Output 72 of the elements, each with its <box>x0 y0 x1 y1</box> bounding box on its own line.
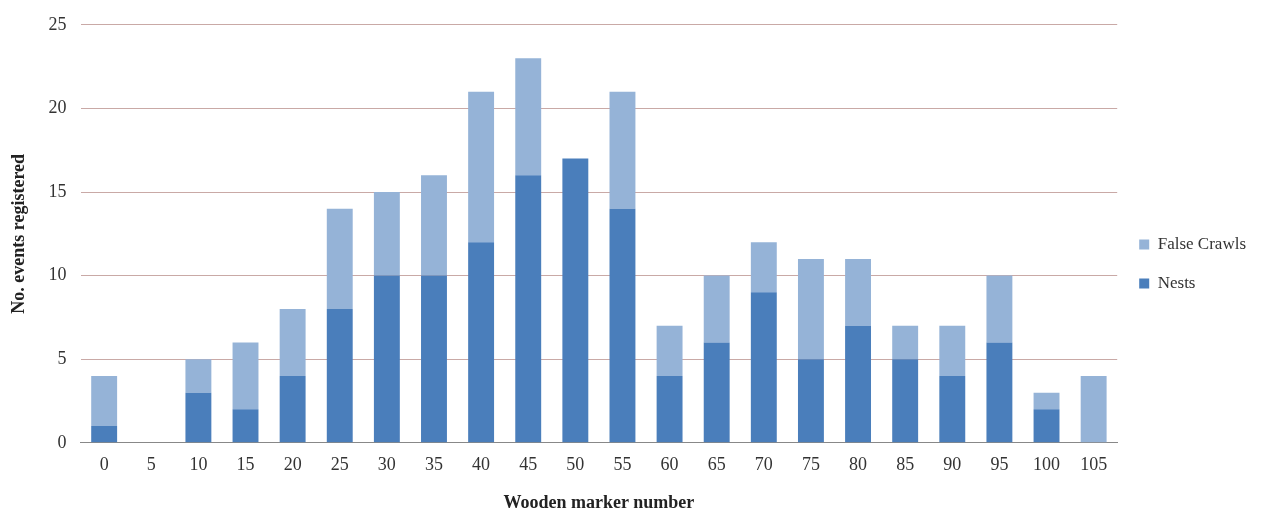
x-tick-label: 65 <box>707 454 726 475</box>
bar <box>892 325 919 360</box>
bar <box>91 375 118 427</box>
bar <box>845 325 872 443</box>
bar <box>279 309 306 376</box>
bar <box>326 208 353 310</box>
bar <box>373 192 400 276</box>
x-tick-label: 60 <box>660 454 679 475</box>
bar <box>1033 392 1060 410</box>
x-tick-label: 80 <box>849 454 868 475</box>
bar <box>750 242 777 293</box>
bar <box>939 375 966 443</box>
bar <box>185 392 212 443</box>
x-tick-label: 55 <box>613 454 632 475</box>
y-axis-title: No. events registered <box>8 153 29 314</box>
bar <box>609 91 636 209</box>
y-tick-label: 20 <box>48 97 67 118</box>
y-tick-label: 5 <box>57 347 67 368</box>
bar <box>373 275 400 443</box>
x-tick-label: 95 <box>990 454 1009 475</box>
bar <box>656 375 683 443</box>
x-tick-label: 15 <box>236 454 255 475</box>
bar <box>656 325 683 376</box>
bar <box>797 258 824 360</box>
x-tick-label: 90 <box>943 454 962 475</box>
x-tick-label: 0 <box>99 454 109 475</box>
y-tick-label: 15 <box>48 180 67 201</box>
bar <box>468 242 495 443</box>
x-tick-label: 105 <box>1080 454 1108 475</box>
bar <box>609 208 636 443</box>
bar <box>232 342 259 410</box>
bar <box>421 175 447 276</box>
bar <box>185 359 212 393</box>
bar <box>279 375 306 443</box>
bar <box>892 359 919 443</box>
x-tick-label: 30 <box>377 454 396 475</box>
bar <box>468 91 495 243</box>
bar <box>986 275 1013 343</box>
legend-label: False Crawls <box>1157 233 1246 253</box>
bar <box>562 158 589 443</box>
x-tick-label: 10 <box>189 454 208 475</box>
bar <box>845 258 872 326</box>
x-tick-label: 40 <box>472 454 491 475</box>
bar <box>232 409 259 443</box>
x-tick-label: 75 <box>801 454 820 475</box>
x-tick-label: 5 <box>146 454 156 475</box>
x-axis-title: Wooden marker number <box>503 491 695 512</box>
bar <box>703 342 730 443</box>
x-tick-label: 25 <box>330 454 349 475</box>
bar <box>986 342 1013 443</box>
x-tick-label: 20 <box>283 454 302 475</box>
bar <box>939 325 966 376</box>
bar <box>703 275 730 343</box>
bar <box>797 359 824 443</box>
x-tick-label: 35 <box>424 454 443 475</box>
bar <box>1080 375 1107 443</box>
x-tick-label: 85 <box>896 454 915 475</box>
y-tick-label: 25 <box>48 13 67 34</box>
y-tick-label: 0 <box>57 431 67 452</box>
bar <box>515 58 542 176</box>
x-tick-label: 100 <box>1033 454 1061 475</box>
x-tick-label: 50 <box>566 454 585 475</box>
x-tick-label: 45 <box>519 454 538 475</box>
bar <box>750 292 777 443</box>
bar <box>421 275 447 443</box>
bar <box>326 309 353 443</box>
bar <box>91 426 118 443</box>
x-tick-label: 70 <box>754 454 773 475</box>
bar <box>1033 409 1060 443</box>
legend-label: Nests <box>1157 272 1196 292</box>
bar <box>515 175 542 443</box>
y-tick-label: 10 <box>48 264 67 285</box>
